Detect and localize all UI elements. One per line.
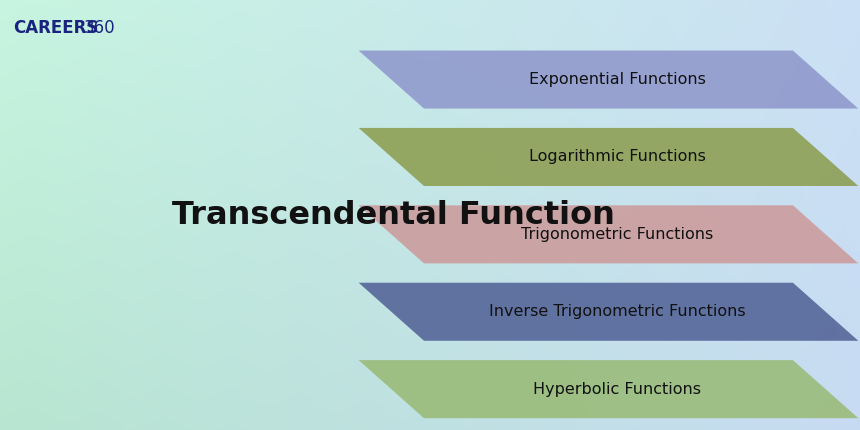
Polygon shape xyxy=(359,51,858,109)
Text: Hyperbolic Functions: Hyperbolic Functions xyxy=(533,382,701,396)
Text: Inverse Trigonometric Functions: Inverse Trigonometric Functions xyxy=(488,304,746,319)
Text: CAREERS: CAREERS xyxy=(13,19,98,37)
Text: Logarithmic Functions: Logarithmic Functions xyxy=(529,150,705,164)
Text: Exponential Functions: Exponential Functions xyxy=(529,72,705,87)
Polygon shape xyxy=(359,283,858,341)
Polygon shape xyxy=(359,206,858,263)
Polygon shape xyxy=(359,360,858,418)
Polygon shape xyxy=(359,128,858,186)
Text: Trigonometric Functions: Trigonometric Functions xyxy=(521,227,713,242)
Text: Transcendental Function: Transcendental Function xyxy=(172,200,615,230)
Text: 360: 360 xyxy=(83,19,115,37)
